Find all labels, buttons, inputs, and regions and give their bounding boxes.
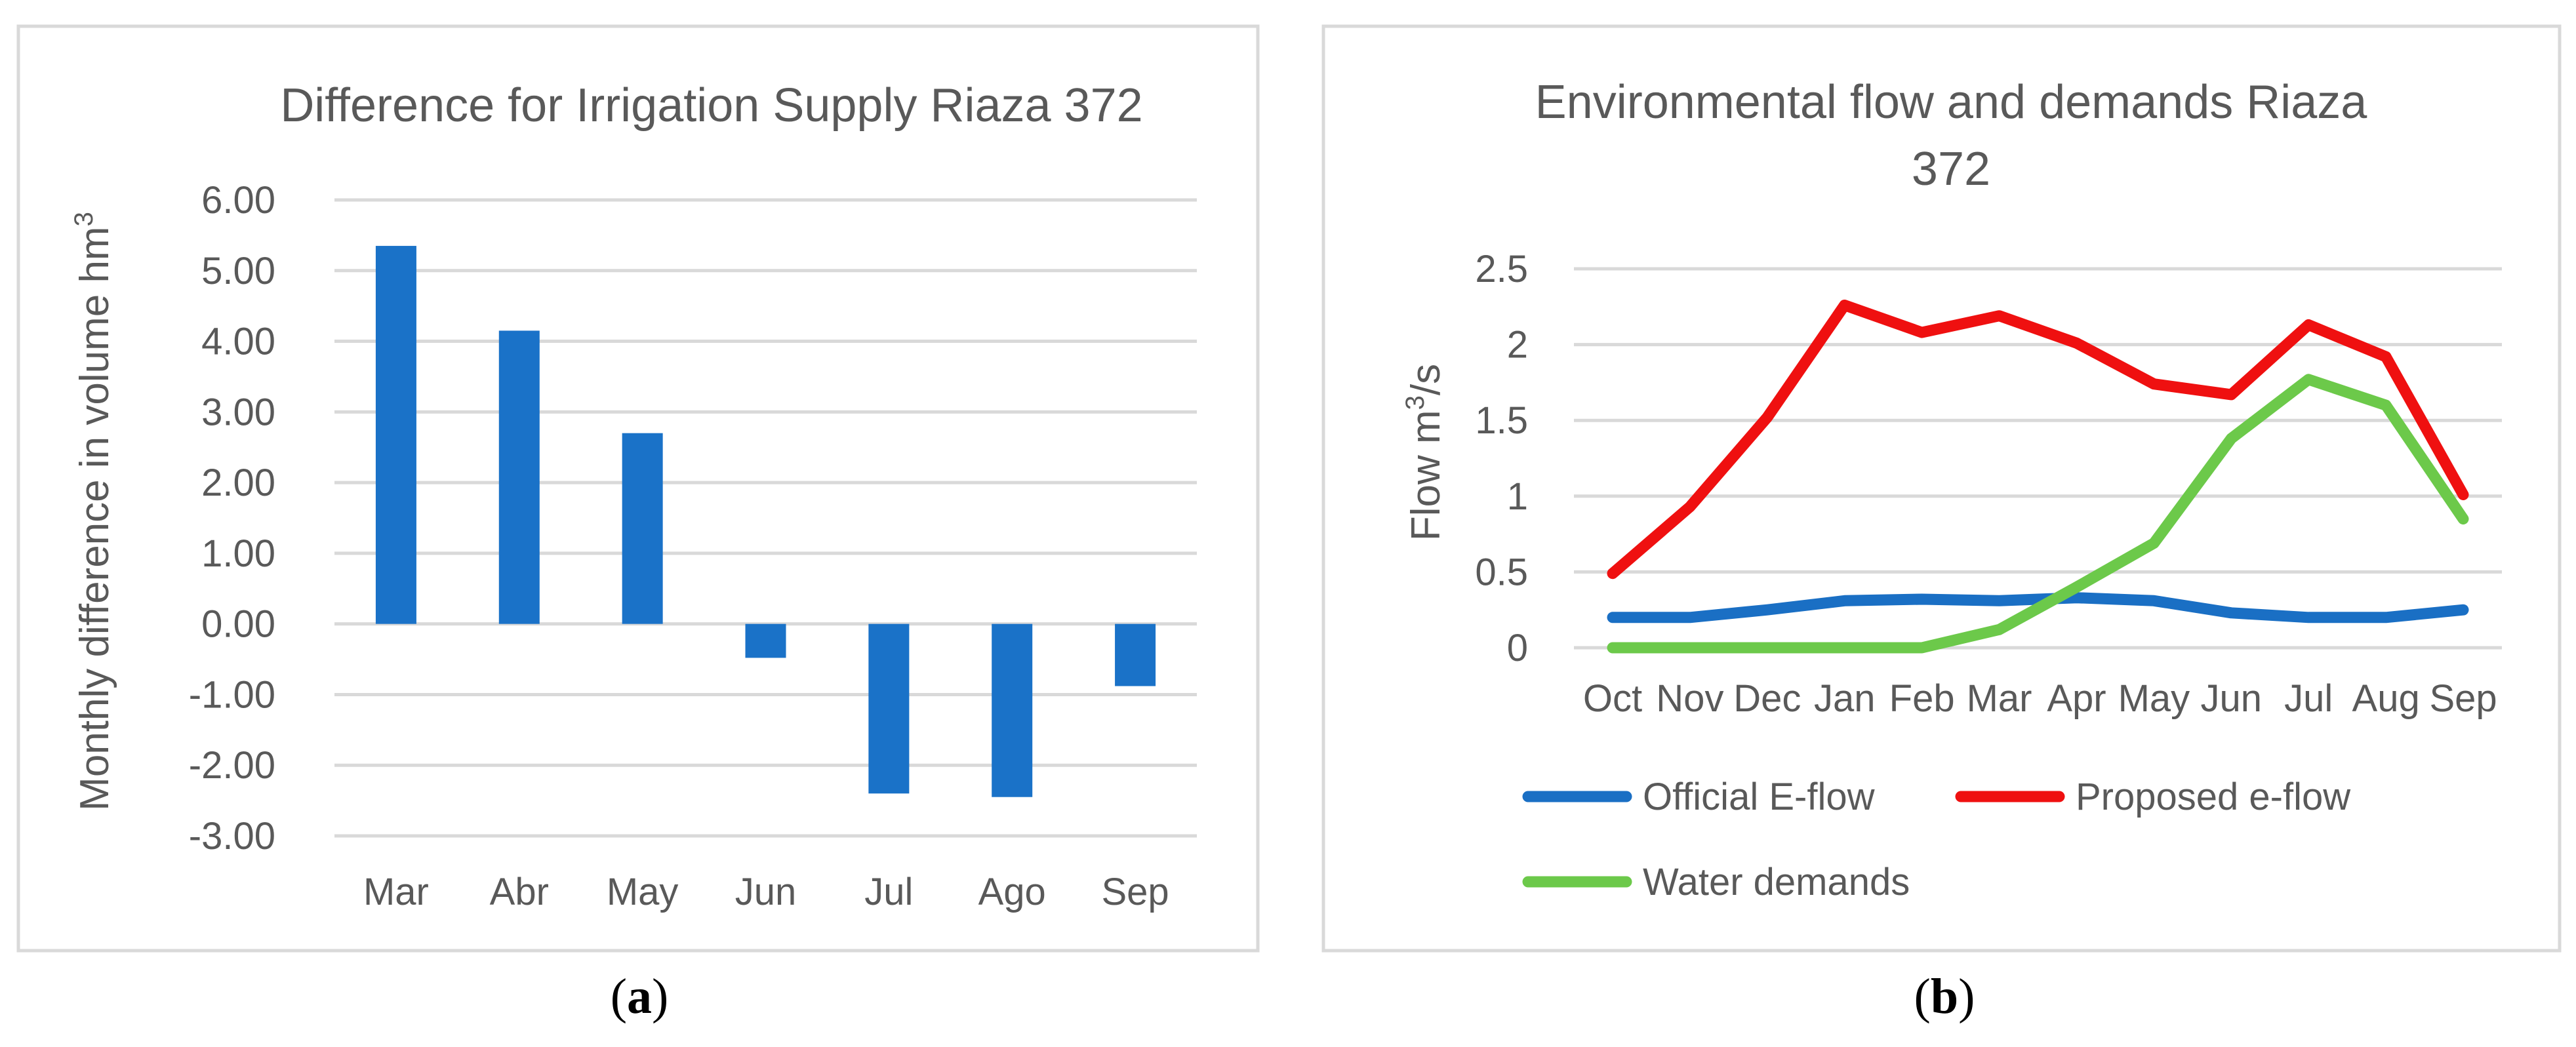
chart-a-y-tick-label: -1.00	[189, 673, 275, 716]
chart-b-x-tick-label: May	[2118, 677, 2190, 720]
chart-a-frame	[16, 24, 1260, 953]
chart-b-y-tick-label: 2.5	[1475, 248, 1528, 290]
chart-b-series-line	[1607, 592, 2469, 623]
chart-b-y-tick-label: 1	[1507, 475, 1528, 518]
chart-a-y-ticks: 6.00 5.00 4.00 3.00 2.00 1.00 0.00 -1.00 -2.00 -3…	[189, 179, 275, 858]
chart-b-legend-label: Water demands	[1643, 861, 1910, 903]
chart-a-y-tick-label: 3.00	[201, 391, 275, 433]
chart-a-title: Difference for Irrigation Supply Riaza 3…	[280, 79, 1142, 132]
chart-a-y-tick-label: 0.00	[201, 603, 275, 646]
chart-a-bar	[1115, 623, 1156, 686]
chart-a-bar	[498, 330, 540, 624]
chart-b-title-line2: 372	[1912, 143, 1990, 195]
chart-b-x-tick-label: Nov	[1656, 677, 1723, 720]
chart-b-x-tick-label: Mar	[1967, 677, 2032, 720]
chart-b-x-tick-label: Jun	[2201, 677, 2263, 720]
chart-a-y-axis-label: Monthly difference in volume hm3	[70, 212, 117, 811]
chart-a-y-tick-label: -2.00	[189, 744, 275, 787]
chart-b-x-tick-label: Feb	[1889, 677, 1955, 720]
chart-b-x-tick-label: Jul	[2284, 677, 2333, 720]
panel-label-b: (b)	[1914, 969, 1975, 1024]
chart-b-y-tick-label: 0	[1507, 627, 1528, 669]
chart-b-x-tick-label: Aug	[2352, 677, 2420, 720]
chart-b-x-tick-label: Jan	[1814, 677, 1876, 720]
chart-a-x-tick-label: Mar	[363, 871, 429, 913]
chart-a-x-tick-label: Jul	[864, 871, 913, 913]
chart-b-series-line	[1607, 374, 2469, 654]
chart-a-x-tick-label: May	[607, 871, 679, 913]
chart-a-y-tick-label: -3.00	[189, 815, 275, 858]
chart-b-y-axis-label: Flow m3/s	[1401, 364, 1449, 541]
chart-a-y-tick-label: 2.00	[201, 462, 275, 504]
chart-b-x-tick-label: Oct	[1583, 677, 1642, 720]
chart-b-title-line1: Environmental flow and demands Riaza	[1535, 76, 2368, 128]
chart-a-bar	[868, 623, 910, 794]
chart-a-y-tick-label: 5.00	[201, 250, 275, 292]
chart-a: Difference for Irrigation Supply Riaza 3…	[16, 24, 1260, 953]
chart-b-series-line	[1607, 300, 2469, 580]
chart-b-series-lines	[1607, 300, 2469, 654]
chart-a-gridlines	[334, 198, 1197, 838]
chart-b-legend-label: Proposed e-flow	[2076, 776, 2351, 818]
chart-b-x-tick-label: Dec	[1733, 677, 1801, 720]
chart-b-x-ticks: Oct Nov Dec Jan Feb Mar Apr May Jun Jul Aug Sep	[1583, 677, 2497, 720]
chart-b-y-ticks: 2.5 2 1.5 1 0.5 0	[1475, 248, 1528, 669]
chart-b: Environmental flow and demands Riaza 372…	[1321, 24, 2562, 953]
chart-a-x-tick-label: Ago	[978, 871, 1046, 913]
chart-a-y-tick-label: 6.00	[201, 179, 275, 222]
chart-a-bar	[992, 623, 1033, 797]
chart-b-gridlines	[1574, 267, 2502, 650]
chart-a-x-ticks: Mar Abr May Jun Jul Ago Sep	[363, 871, 1169, 913]
chart-a-x-tick-label: Jun	[735, 871, 797, 913]
chart-a-x-tick-label: Sep	[1101, 871, 1169, 913]
chart-a-y-tick-label: 1.00	[201, 532, 275, 575]
chart-b-frame	[1321, 24, 2562, 953]
chart-a-bar	[745, 623, 786, 658]
chart-a-y-tick-label: 4.00	[201, 321, 275, 363]
chart-b-y-tick-label: 1.5	[1475, 399, 1528, 442]
chart-a-bar	[622, 433, 663, 624]
chart-b-y-tick-label: 0.5	[1475, 551, 1528, 593]
chart-b-legend-label: Official E-flow	[1643, 776, 1876, 818]
chart-a-x-tick-label: Abr	[490, 871, 549, 913]
chart-a-bar	[375, 246, 416, 624]
chart-a-bars	[375, 246, 1156, 797]
chart-b-x-tick-label: Apr	[2047, 677, 2106, 720]
chart-b-x-tick-label: Sep	[2429, 677, 2497, 720]
panel-label-a: (a)	[611, 969, 669, 1024]
chart-b-legend: Official E-flow Proposed e-flow Water dema…	[1522, 776, 2351, 903]
chart-b-y-tick-label: 2	[1507, 324, 1528, 366]
